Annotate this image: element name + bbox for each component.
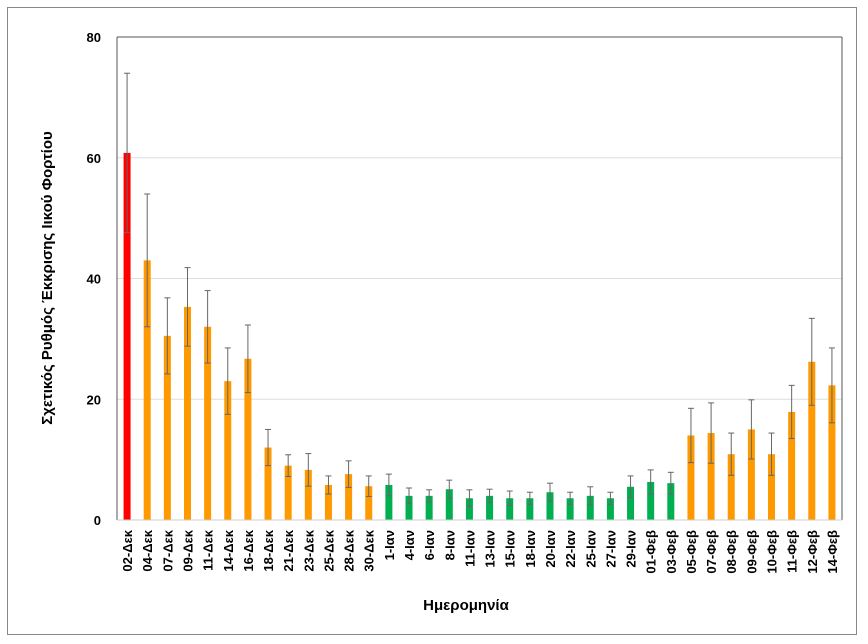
x-tick-label: 05-Φεβ [684,530,699,574]
x-tick-label: 07-Δεκ [160,529,175,571]
x-tick-label: 20-Ιαν [543,530,558,568]
bar [385,484,393,520]
bar [465,498,473,520]
bar [425,495,433,520]
bar [163,335,171,520]
x-tick-label: 22-Ιαν [563,530,578,568]
bar [143,260,151,520]
x-tick-label: 09-Φεβ [744,530,759,574]
bar [647,481,655,520]
bar [304,469,312,520]
x-tick-label: 12-Φεβ [805,530,820,574]
x-tick-label: 14-Φεβ [825,530,840,574]
bar [586,495,594,520]
x-axis-label: Ημερομηνία [423,597,509,614]
y-tick-label: 80 [87,30,101,45]
bar [123,152,131,521]
chart-frame [7,7,857,635]
x-tick-label: 25-Δεκ [321,529,336,571]
x-tick-label: 16-Δεκ [241,529,256,571]
bar [183,306,191,520]
bar [727,454,735,520]
bar [405,495,413,520]
y-axis-label: Σχετικός Ρυθμός Έκκρισης Ιικού Φορτίου [39,131,56,425]
x-tick-label: 11-Ιαν [462,530,477,567]
x-tick-label: 18-Δεκ [261,529,276,571]
bar [566,498,574,520]
x-tick-label: 11-Φεβ [785,530,800,573]
x-tick-label: 11-Δεκ [201,529,216,571]
bar [546,492,554,520]
bar [606,498,614,520]
x-tick-label: 01-Φεβ [644,530,659,574]
x-tick-label: 08-Φεβ [724,530,739,574]
x-tick-label: 28-Δεκ [342,529,357,571]
bar [768,454,776,520]
bar [687,435,695,520]
x-tick-label: 09-Δεκ [180,529,195,571]
bar [324,484,332,520]
x-tick-label: 4-Ιαν [402,530,417,560]
x-tick-label: 23-Δεκ [301,529,316,571]
bar [667,483,675,520]
bar [707,433,715,520]
y-tick-label: 40 [87,272,101,287]
bar [627,486,635,520]
x-tick-label: 1-Ιαν [382,530,397,560]
x-tick-label: 04-Δεκ [140,529,155,571]
x-tick-label: 27-Ιαν [603,530,618,568]
bar [486,495,494,520]
bar [828,385,836,520]
x-tick-label: 29-Ιαν [624,530,639,568]
bar [747,429,755,520]
x-tick-label: 6-Ιαν [422,530,437,560]
x-tick-label: 15-Ιαν [503,530,518,568]
bar [788,411,796,520]
x-tick-label: 21-Δεκ [281,529,296,571]
bar [264,447,272,520]
x-tick-label: 14-Δεκ [221,529,236,571]
x-tick-label: 8-Ιαν [442,530,457,560]
x-tick-label: 18-Ιαν [523,530,538,568]
bar [506,498,514,520]
bar [204,326,212,520]
bar [284,465,292,520]
bar [224,381,232,520]
x-tick-label: 13-Ιαν [483,530,498,568]
y-tick-label: 0 [94,513,101,528]
bar [345,474,353,520]
bar [244,358,252,520]
x-tick-label: 25-Ιαν [583,530,598,568]
x-tick-label: 02-Δεκ [120,529,135,571]
x-tick-label: 07-Φεβ [704,530,719,574]
bar [526,498,534,520]
x-tick-label: 10-Φεβ [765,530,780,574]
y-tick-label: 20 [87,392,101,407]
x-tick-label: 03-Φεβ [664,530,679,574]
bar [808,361,816,520]
bar [445,489,453,520]
x-tick-label: 30-Δεκ [362,529,377,571]
bar [365,486,373,520]
y-tick-label: 60 [87,151,101,166]
